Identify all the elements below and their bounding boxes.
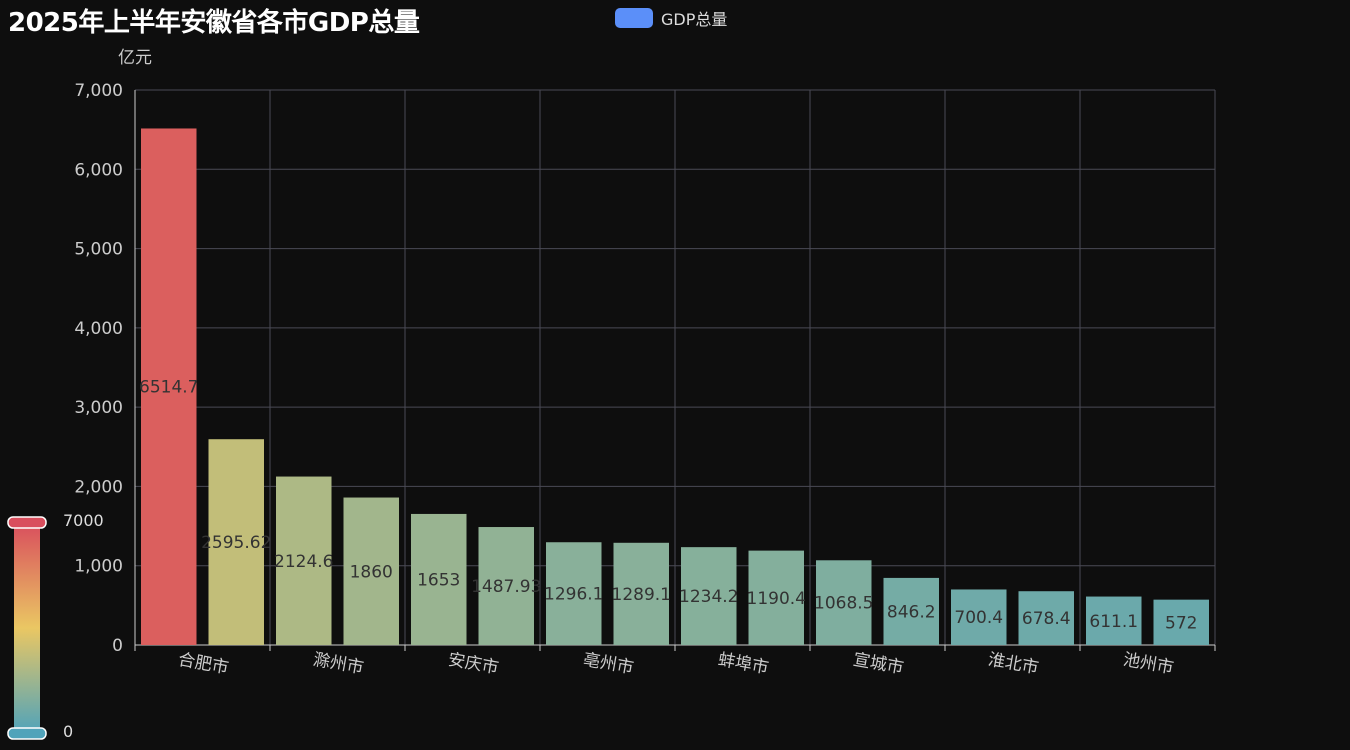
bar-value-label: 678.4 <box>1022 609 1071 629</box>
bar <box>1018 591 1074 645</box>
bar <box>276 476 332 645</box>
bar <box>613 542 669 645</box>
bar <box>208 439 264 645</box>
bar-value-label: 1234.2 <box>679 587 738 607</box>
legend-swatch <box>615 8 653 28</box>
x-category-label: 淮北市 <box>987 650 1041 679</box>
visual-map-bottom-handle <box>7 727 47 740</box>
bar <box>681 547 737 645</box>
y-tick-label: 0 <box>112 636 123 656</box>
visual-map-max-label: 7000 <box>63 511 104 530</box>
bar-value-label: 611.1 <box>1089 612 1138 632</box>
bar <box>343 497 399 645</box>
bar <box>141 128 197 645</box>
bar-value-label: 846.2 <box>887 602 936 622</box>
bar-value-label: 1296.1 <box>544 585 603 605</box>
bar-value-label: 1487.93 <box>471 577 541 597</box>
bar <box>546 542 602 645</box>
x-category-label: 安庆市 <box>447 650 501 679</box>
bar <box>411 513 467 645</box>
bar-value-label: 6514.7 <box>139 378 198 398</box>
bar-value-label: 572 <box>1165 613 1197 633</box>
legend-label: GDP总量 <box>661 10 728 29</box>
chart-title: 2025年上半年安徽省各市GDP总量 <box>8 8 420 38</box>
y-tick-label: 1,000 <box>74 557 123 577</box>
visual-map-min-label: 0 <box>63 722 74 741</box>
y-axis-unit-label: 亿元 <box>118 48 152 68</box>
legend[interactable]: GDP总量 <box>615 6 727 30</box>
bar <box>748 550 804 645</box>
x-category-label: 滁州市 <box>312 650 366 679</box>
y-tick-label: 5,000 <box>74 240 123 260</box>
bar-value-label: 1068.5 <box>814 594 873 614</box>
x-category-label: 蚌埠市 <box>717 650 771 679</box>
y-tick-label: 3,000 <box>74 398 123 418</box>
x-category-label: 亳州市 <box>582 650 636 679</box>
bar <box>1086 596 1142 645</box>
bar-value-label: 2595.62 <box>201 533 271 553</box>
x-category-label: 合肥市 <box>177 650 231 679</box>
y-tick-label: 6,000 <box>74 160 123 180</box>
x-category-label: 宣城市 <box>852 650 906 679</box>
bar-value-label: 1190.4 <box>747 589 806 609</box>
bar <box>816 560 872 645</box>
visual-map-gradient-bar <box>14 523 40 733</box>
bar-value-label: 2124.6 <box>274 552 333 572</box>
y-tick-label: 2,000 <box>74 477 123 497</box>
y-tick-label: 4,000 <box>74 319 123 339</box>
bar-value-label: 1653 <box>417 570 460 590</box>
bar-value-label: 1860 <box>350 562 393 582</box>
bar-value-label: 1289.1 <box>612 585 671 605</box>
bar <box>951 589 1007 645</box>
bar-value-label: 700.4 <box>954 608 1003 628</box>
y-tick-label: 7,000 <box>74 81 123 101</box>
bar <box>883 577 939 645</box>
bar <box>478 527 534 645</box>
visual-map-top-handle <box>7 516 47 529</box>
x-category-label: 池州市 <box>1122 650 1176 679</box>
bar <box>1153 599 1209 645</box>
